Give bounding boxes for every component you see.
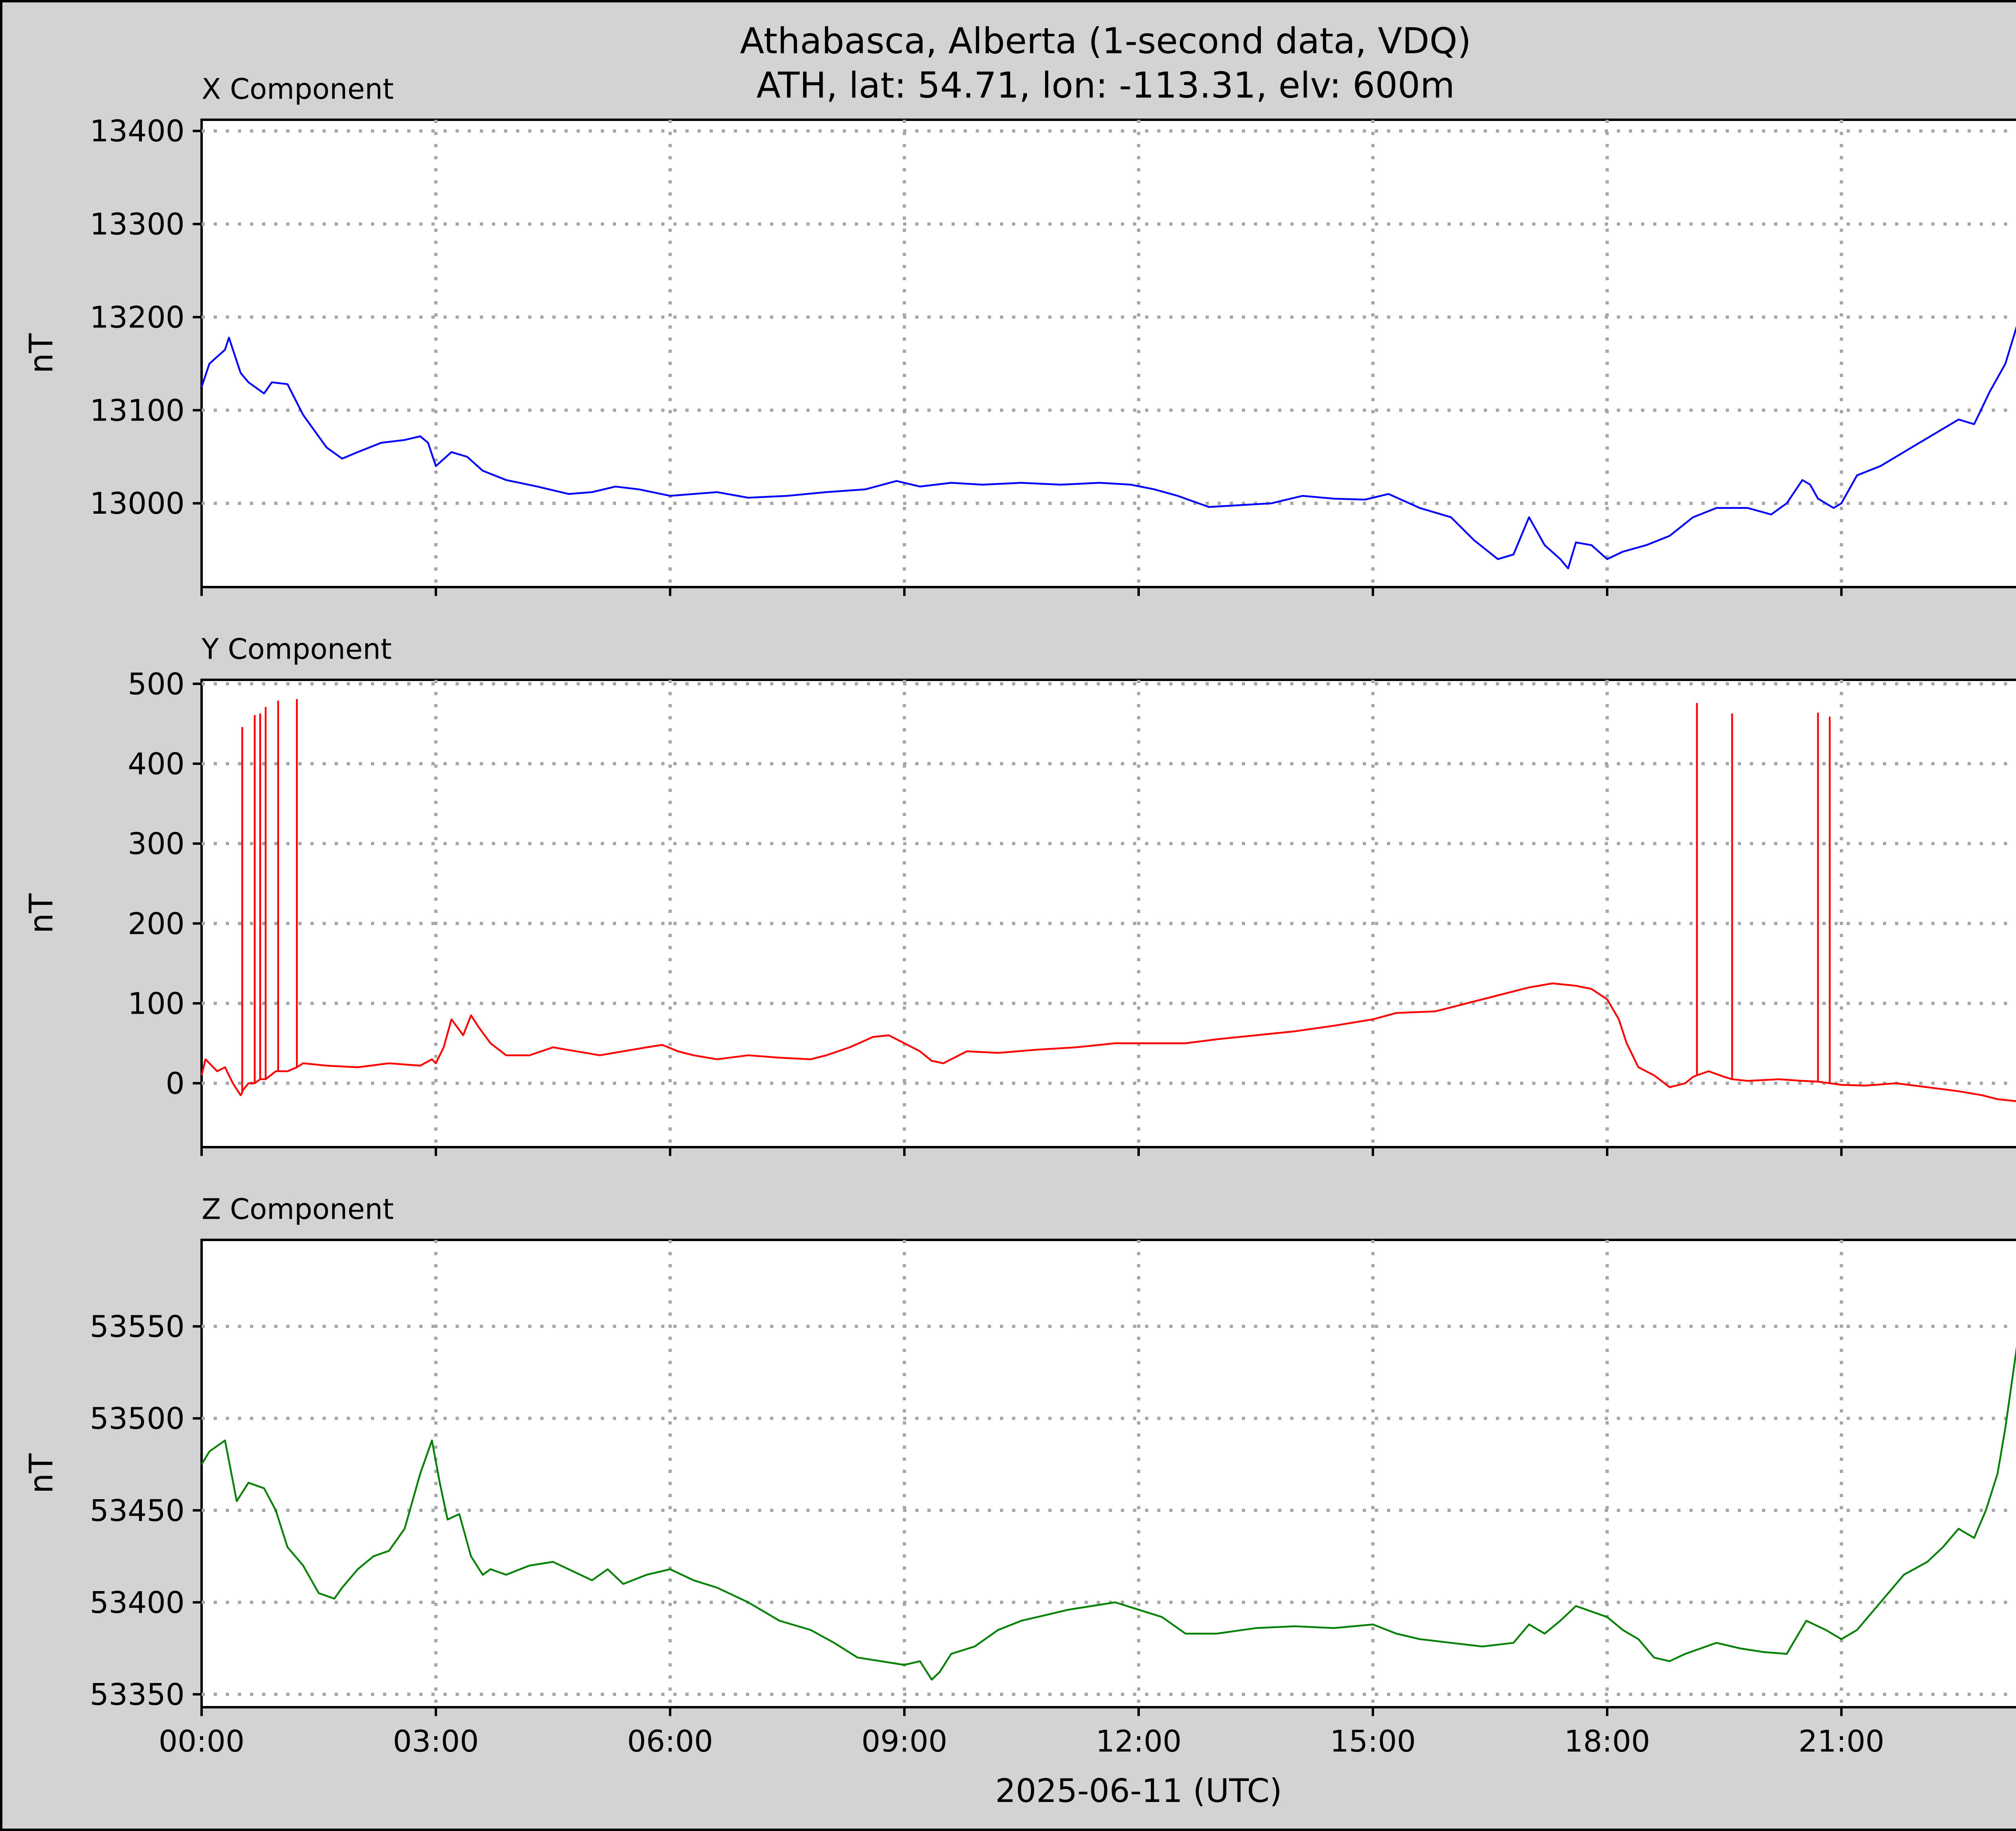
y-component-title: Y Component — [201, 633, 392, 666]
z-component-ytick-label-53400: 53400 — [90, 1585, 185, 1620]
z-component-xtick-label-1500: 15:00 — [1330, 1724, 1416, 1759]
y-component-panel: 0 100 200 300 400 500 Y Component nT — [23, 633, 2016, 1156]
z-component-plot-area — [200, 1239, 2016, 1708]
z-component-xtick-label-0300: 03:00 — [393, 1724, 479, 1759]
x-component-plot-area — [200, 119, 2016, 588]
z-component-title: Z Component — [202, 1193, 394, 1226]
z-component-xtick-label-1800: 18:00 — [1564, 1724, 1650, 1759]
z-component-xtick-label-0600: 06:00 — [627, 1724, 713, 1759]
z-component-xtick-label-0900: 09:00 — [861, 1724, 947, 1759]
z-component-panel: 53350 53400 53450 53500 53550 00:00 03:00 06:00… — [23, 1193, 2016, 1810]
z-component-ytick-label-53500: 53500 — [90, 1402, 185, 1436]
y-component-ytick-label-200: 200 — [128, 906, 185, 941]
x-component-ytick-label-13300: 13300 — [90, 207, 185, 242]
z-component-ylabel: nT — [23, 1453, 60, 1494]
z-component-ytick-label-53450: 53450 — [90, 1494, 185, 1528]
x-component-ytick-label-13000: 13000 — [90, 486, 185, 521]
y-component-series-line-0 — [200, 699, 2016, 1102]
x-component-ytick-label-13100: 13100 — [90, 393, 185, 428]
figure-title-line2: ATH, lat: 54.71, lon: -113.31, elv: 600m — [756, 65, 1455, 106]
z-component-ytick-label-53550: 53550 — [90, 1309, 185, 1344]
x-component-panel: 13000 13100 13200 13300 13400 X Component nT — [23, 73, 2016, 596]
z-component-xtick-label-1200: 12:00 — [1095, 1724, 1181, 1759]
x-component-title: X Component — [202, 73, 394, 106]
x-component-ytick-label-13200: 13200 — [90, 300, 185, 335]
z-component-series-line-0 — [201, 1346, 2016, 1681]
y-component-ytick-label-300: 300 — [128, 827, 185, 861]
y-component-plot-area — [200, 679, 2016, 1148]
figure-title-line1: Athabasca, Alberta (1-second data, VDQ) — [740, 20, 1471, 62]
z-component-ytick-label-53350: 53350 — [90, 1677, 185, 1712]
y-component-ytick-label-400: 400 — [128, 747, 185, 781]
z-component-xtick-label-2100: 21:00 — [1798, 1724, 1884, 1759]
x-component-ytick-label-13400: 13400 — [90, 114, 185, 149]
y-component-ylabel: nT — [23, 893, 60, 934]
z-component-xlabel: 2025-06-11 (UTC) — [995, 1772, 1282, 1810]
x-component-ylabel: nT — [23, 333, 60, 374]
chart-panels: 13000 13100 13200 13300 13400 X Component nT 0 1… — [23, 73, 2016, 1810]
y-component-ytick-label-0: 0 — [166, 1067, 185, 1101]
z-component-xtick-label-0000: 00:00 — [158, 1724, 244, 1759]
x-component-series-line-0 — [200, 325, 2016, 570]
y-component-ytick-label-100: 100 — [128, 986, 185, 1021]
y-component-ytick-label-500: 500 — [128, 667, 185, 702]
